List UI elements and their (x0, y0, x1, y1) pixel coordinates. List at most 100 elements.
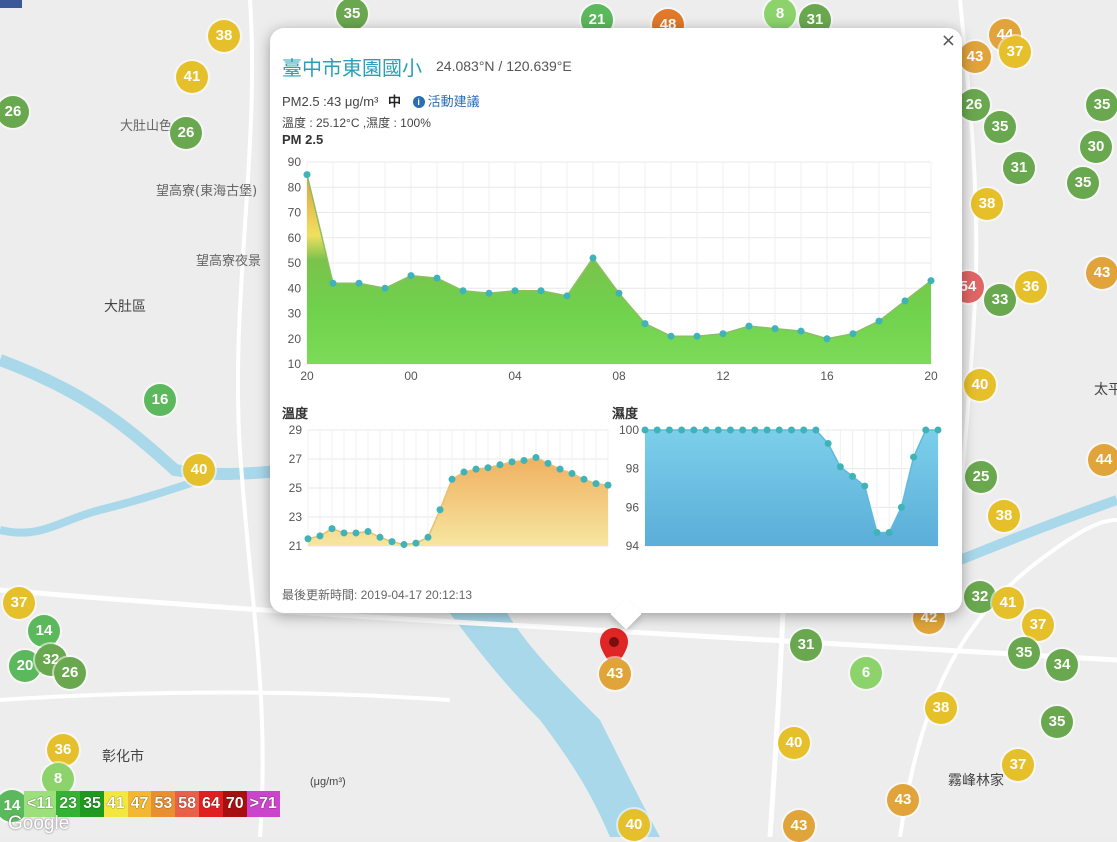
data-point[interactable] (641, 426, 649, 434)
data-point[interactable] (927, 277, 935, 285)
data-point[interactable] (340, 529, 348, 537)
data-point[interactable] (472, 465, 480, 473)
data-point[interactable] (328, 525, 336, 533)
station-marker[interactable]: 43 (599, 658, 631, 690)
data-point[interactable] (901, 297, 909, 305)
station-marker[interactable]: 34 (1046, 649, 1078, 681)
station-marker[interactable]: 33 (984, 284, 1016, 316)
station-marker[interactable]: 25 (965, 461, 997, 493)
data-point[interactable] (824, 440, 832, 448)
data-point[interactable] (589, 254, 597, 262)
data-point[interactable] (448, 475, 456, 483)
location-pin-icon[interactable] (600, 628, 628, 672)
station-marker[interactable]: 26 (170, 117, 202, 149)
data-point[interactable] (667, 332, 675, 340)
data-point[interactable] (875, 317, 883, 325)
data-point[interactable] (352, 529, 360, 537)
data-point[interactable] (775, 426, 783, 434)
data-point[interactable] (678, 426, 686, 434)
data-point[interactable] (897, 503, 905, 511)
data-point[interactable] (484, 464, 492, 472)
station-marker[interactable]: 35 (1041, 706, 1073, 738)
station-marker[interactable]: 35 (1086, 89, 1117, 121)
station-marker[interactable]: 38 (971, 188, 1003, 220)
data-point[interactable] (641, 320, 649, 328)
data-point[interactable] (460, 468, 468, 476)
data-point[interactable] (424, 533, 432, 541)
data-point[interactable] (556, 465, 564, 473)
data-point[interactable] (520, 456, 528, 464)
station-marker[interactable]: 35 (984, 111, 1016, 143)
station-marker[interactable]: 43 (959, 41, 991, 73)
station-marker[interactable]: 35 (1067, 167, 1099, 199)
station-marker[interactable]: 41 (992, 587, 1024, 619)
data-point[interactable] (433, 274, 441, 282)
data-point[interactable] (511, 287, 519, 295)
data-point[interactable] (400, 541, 408, 549)
data-point[interactable] (459, 287, 467, 295)
data-point[interactable] (934, 426, 942, 434)
station-marker[interactable]: 40 (964, 369, 996, 401)
data-point[interactable] (615, 289, 623, 297)
data-point[interactable] (836, 463, 844, 471)
close-button[interactable]: × (940, 30, 956, 51)
station-marker[interactable]: 40 (183, 454, 215, 486)
station-marker[interactable]: 30 (1080, 131, 1112, 163)
data-point[interactable] (763, 426, 771, 434)
data-point[interactable] (303, 171, 311, 179)
station-marker[interactable]: 26 (0, 96, 29, 128)
data-point[interactable] (355, 279, 363, 287)
data-point[interactable] (693, 332, 701, 340)
data-point[interactable] (364, 528, 372, 535)
data-point[interactable] (751, 426, 759, 434)
data-point[interactable] (485, 289, 493, 297)
data-point[interactable] (797, 327, 805, 335)
station-marker[interactable]: 40 (778, 727, 810, 759)
station-marker[interactable]: 41 (176, 61, 208, 93)
data-point[interactable] (329, 279, 337, 287)
data-point[interactable] (910, 453, 918, 461)
data-point[interactable] (580, 475, 588, 483)
station-marker[interactable]: 43 (1086, 257, 1117, 289)
data-point[interactable] (873, 528, 881, 536)
station-marker[interactable]: 14 (0, 790, 28, 822)
data-point[interactable] (388, 538, 396, 546)
data-point[interactable] (304, 535, 312, 543)
station-marker[interactable]: 36 (47, 734, 79, 766)
station-marker[interactable]: 37 (1002, 749, 1034, 781)
data-point[interactable] (604, 481, 612, 489)
data-point[interactable] (702, 426, 710, 434)
station-marker[interactable]: 43 (887, 784, 919, 816)
data-point[interactable] (665, 426, 673, 434)
station-marker[interactable]: 40 (618, 809, 650, 841)
station-marker[interactable]: 37 (999, 36, 1031, 68)
data-point[interactable] (745, 322, 753, 330)
data-point[interactable] (714, 426, 722, 434)
advice-link[interactable]: i 活動建議 (412, 94, 480, 109)
data-point[interactable] (812, 426, 820, 434)
data-point[interactable] (376, 533, 384, 541)
station-marker[interactable]: 8 (42, 763, 74, 795)
data-point[interactable] (508, 458, 516, 466)
station-marker[interactable]: 14 (28, 615, 60, 647)
data-point[interactable] (544, 459, 552, 467)
data-point[interactable] (537, 287, 545, 295)
data-point[interactable] (861, 482, 869, 490)
data-point[interactable] (563, 292, 571, 300)
facebook-icon[interactable] (0, 0, 22, 8)
station-marker[interactable]: 37 (1022, 609, 1054, 641)
data-point[interactable] (788, 426, 795, 434)
station-marker[interactable]: 6 (850, 657, 882, 689)
station-marker[interactable]: 35 (336, 0, 368, 30)
data-point[interactable] (849, 472, 857, 480)
data-point[interactable] (532, 454, 540, 462)
data-point[interactable] (922, 426, 930, 434)
data-point[interactable] (316, 532, 324, 540)
data-point[interactable] (726, 426, 734, 434)
station-marker[interactable]: 26 (958, 89, 990, 121)
data-point[interactable] (800, 426, 808, 434)
station-marker[interactable]: 37 (3, 587, 35, 619)
station-marker[interactable]: 26 (54, 657, 86, 689)
data-point[interactable] (849, 330, 857, 338)
data-point[interactable] (823, 335, 831, 343)
